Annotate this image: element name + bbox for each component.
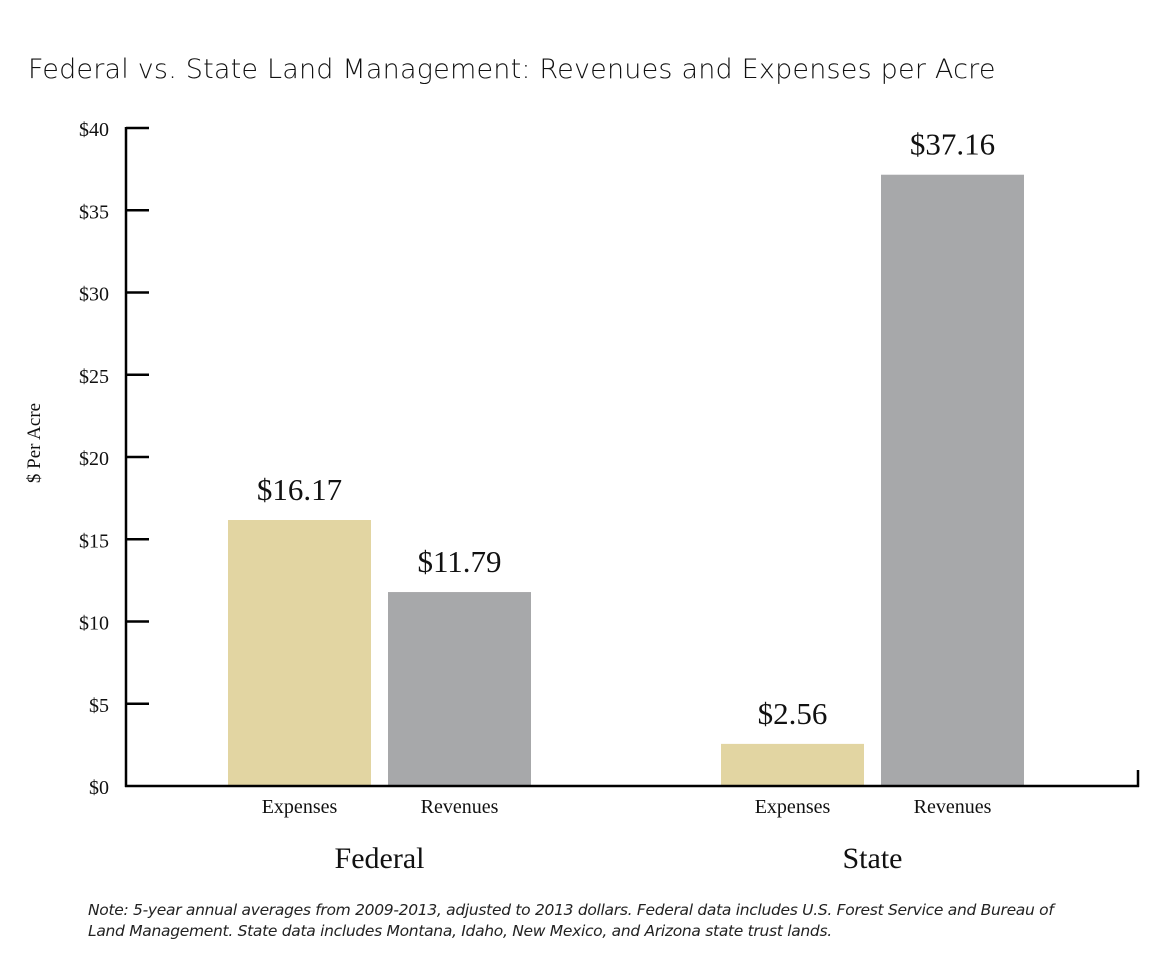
bar-value-label: $37.16 [910, 127, 995, 162]
y-tick-label: $15 [79, 530, 109, 552]
bar-value-labels: $16.17 $11.79 $2.56 $37.16 [257, 127, 995, 731]
y-tick-label: $5 [89, 695, 109, 717]
y-tick-label: $30 [79, 284, 109, 306]
x-category-label: Expenses [262, 796, 338, 818]
chart-title: Federal vs. State Land Management: Reven… [28, 54, 996, 85]
x-category-label: Revenues [914, 796, 992, 818]
bar-value-label: $11.79 [417, 544, 501, 579]
bar-federal-revenues [388, 592, 531, 786]
chart-note: Note: 5-year annual averages from 2009-2… [88, 901, 1054, 940]
y-tick-label: $0 [89, 777, 109, 799]
y-tick-label: $35 [79, 201, 109, 223]
y-tick-label: $10 [79, 613, 109, 635]
y-axis-label: $ Per Acre [24, 403, 45, 483]
bar-state-revenues [881, 174, 1024, 786]
bar-state-expenses [721, 743, 864, 786]
bars-layer [228, 174, 1024, 786]
x-group-labels: Federal State [335, 842, 903, 875]
bar-value-label: $16.17 [257, 472, 342, 507]
bar-federal-expenses [228, 520, 371, 786]
x-group-label: Federal [335, 842, 425, 875]
x-category-label: Revenues [421, 796, 499, 818]
bar-value-label: $2.56 [758, 696, 828, 731]
x-category-labels: Expenses Revenues Expenses Revenues [262, 796, 992, 818]
y-tick-label: $40 [79, 119, 109, 141]
y-ticks: $0 $5 $10 $15 $20 $25 $30 $35 $40 [79, 119, 149, 799]
x-group-label: State [843, 842, 903, 875]
x-category-label: Expenses [755, 796, 831, 818]
y-tick-label: $25 [79, 366, 109, 388]
y-tick-label: $20 [79, 448, 109, 470]
